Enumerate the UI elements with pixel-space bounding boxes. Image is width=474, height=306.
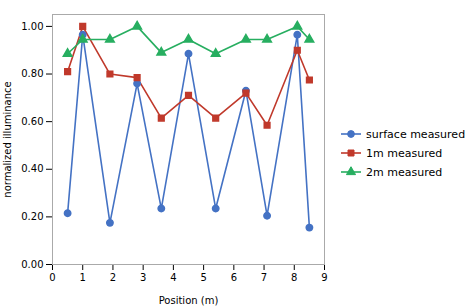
svg-text:Position (m): Position (m): [159, 295, 219, 306]
html-text:surface measured: surface measured: [366, 127, 466, 141]
svg-text:0.00: 0.00: [21, 259, 43, 270]
svg-text:0.60: 0.60: [21, 116, 43, 127]
svg-text:9: 9: [321, 272, 327, 283]
svg-text:normalized illuminance: normalized illuminance: [2, 81, 13, 197]
svg-text:7: 7: [261, 272, 267, 283]
html-text:1m measured: 1m measured: [366, 146, 443, 160]
svg-text:5: 5: [200, 272, 206, 283]
svg-text:0.80: 0.80: [21, 68, 43, 79]
svg-text:0.20: 0.20: [21, 211, 43, 222]
svg-text:6: 6: [231, 272, 237, 283]
svg-text:3: 3: [140, 272, 146, 283]
html-text:2m measured: 2m measured: [366, 165, 443, 179]
svg-text:1.00: 1.00: [21, 21, 43, 32]
svg-text:1: 1: [80, 272, 86, 283]
svg-text:0.40: 0.40: [21, 163, 43, 174]
svg-text:0: 0: [49, 272, 55, 283]
svg-text:2: 2: [110, 272, 116, 283]
svg-text:8: 8: [291, 272, 297, 283]
svg-text:4: 4: [170, 272, 176, 283]
